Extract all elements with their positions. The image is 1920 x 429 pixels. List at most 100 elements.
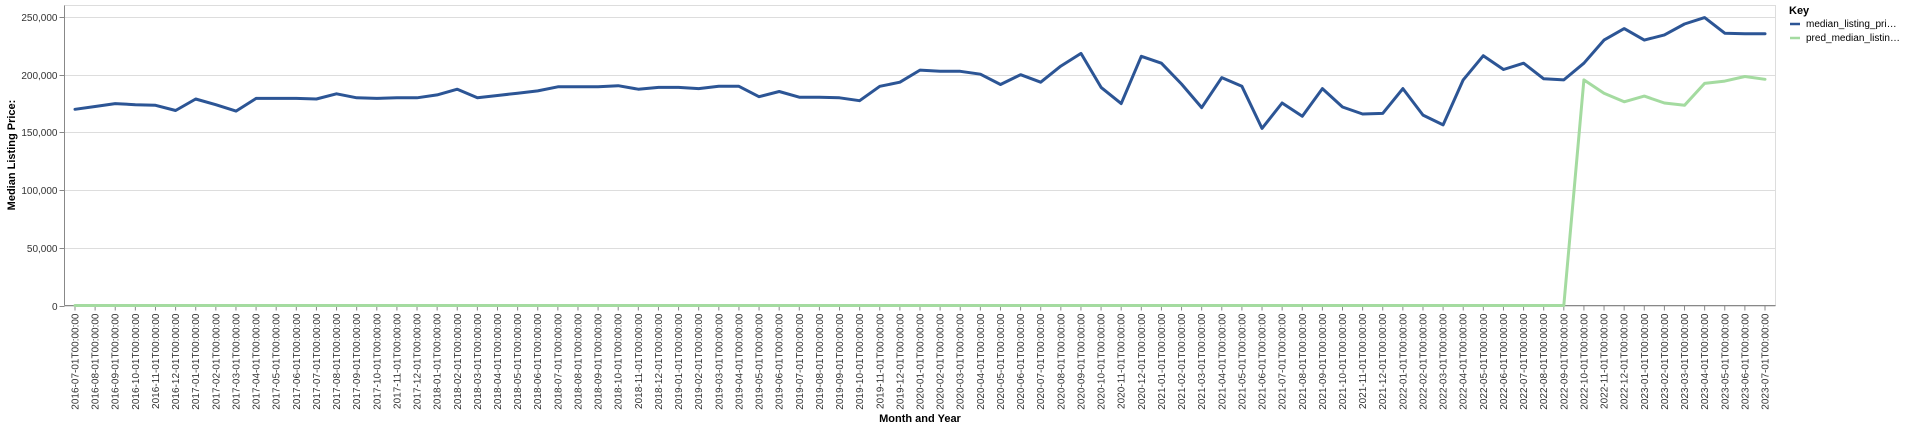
x-tick-label: 2019-03-01T00:00:00	[714, 313, 725, 410]
x-tick-label: 2019-09-01T00:00:00	[835, 313, 846, 410]
series-lines	[73, 16, 1767, 307]
x-tick-label: 2021-10-01T00:00:00	[1338, 313, 1349, 410]
grid	[64, 17, 1776, 307]
y-tick-label: 100,000	[21, 186, 58, 197]
x-tick-label: 2019-12-01T00:00:00	[895, 313, 906, 410]
x-tick-label: 2017-12-01T00:00:00	[413, 313, 424, 410]
series-line	[73, 75, 1767, 307]
x-tick-label: 2022-05-01T00:00:00	[1479, 313, 1490, 410]
x-tick-label: 2021-11-01T00:00:00	[1358, 313, 1369, 409]
x-tick-label: 2020-10-01T00:00:00	[1097, 313, 1108, 410]
x-tick-label: 2016-07-01T00:00:00	[71, 313, 82, 410]
legend-label: pred_median_listin…	[1806, 33, 1900, 44]
x-tick-label: 2017-04-01T00:00:00	[252, 313, 263, 410]
y-tick-label: 250,000	[21, 13, 58, 24]
y-axis-title: Median Listing Price:	[6, 100, 18, 211]
x-tick-label: 2018-03-01T00:00:00	[473, 313, 484, 410]
x-tick-label: 2019-05-01T00:00:00	[755, 313, 766, 410]
x-tick-label: 2018-07-01T00:00:00	[553, 313, 564, 410]
x-tick-label: 2020-07-01T00:00:00	[1036, 313, 1047, 410]
x-tick-label: 2022-03-01T00:00:00	[1439, 313, 1450, 410]
x-tick-label: 2019-01-01T00:00:00	[674, 313, 685, 410]
series-line	[73, 16, 1767, 130]
x-axis: 2016-07-01T00:00:00 2016-08-01T00:00:00 20…	[64, 305, 1776, 410]
x-tick-label: 2018-11-01T00:00:00	[634, 313, 645, 409]
x-tick-label: 2020-09-01T00:00:00	[1076, 313, 1087, 410]
x-tick-label: 2019-02-01T00:00:00	[694, 313, 705, 410]
plot-frame	[64, 5, 1776, 306]
x-tick-label: 2018-08-01T00:00:00	[573, 313, 584, 410]
x-tick-label: 2022-10-01T00:00:00	[1579, 313, 1590, 410]
x-tick-label: 2021-02-01T00:00:00	[1177, 313, 1188, 410]
x-tick-label: 2018-12-01T00:00:00	[654, 313, 665, 410]
y-tick-label: 200,000	[21, 71, 58, 82]
x-tick-label: 2022-07-01T00:00:00	[1519, 313, 1530, 410]
x-tick-label: 2017-01-01T00:00:00	[191, 313, 202, 410]
x-tick-label: 2022-02-01T00:00:00	[1418, 313, 1429, 410]
legend: Key median_listing_pri… pred_median_listi…	[1789, 5, 1900, 44]
x-tick-label: 2016-09-01T00:00:00	[111, 313, 122, 410]
x-tick-label: 2017-02-01T00:00:00	[211, 313, 222, 410]
x-tick-label: 2017-08-01T00:00:00	[332, 313, 343, 410]
x-tick-label: 2020-08-01T00:00:00	[1056, 313, 1067, 410]
x-tick-label: 2021-09-01T00:00:00	[1318, 313, 1329, 410]
x-tick-label: 2022-08-01T00:00:00	[1539, 313, 1550, 410]
x-tick-label: 2020-02-01T00:00:00	[936, 313, 947, 410]
x-tick-label: 2018-05-01T00:00:00	[513, 313, 524, 410]
x-axis-title: Month and Year	[879, 413, 961, 425]
x-tick-label: 2022-01-01T00:00:00	[1398, 313, 1409, 410]
x-tick-label: 2021-06-01T00:00:00	[1258, 313, 1269, 410]
x-tick-label: 2022-09-01T00:00:00	[1559, 313, 1570, 410]
x-tick-label: 2020-06-01T00:00:00	[1016, 313, 1027, 410]
x-tick-label: 2017-07-01T00:00:00	[312, 313, 323, 410]
x-tick-label: 2022-04-01T00:00:00	[1459, 313, 1470, 410]
x-tick-label: 2023-06-01T00:00:00	[1740, 313, 1751, 410]
x-tick-label: 2023-05-01T00:00:00	[1720, 313, 1731, 410]
x-tick-label: 2017-09-01T00:00:00	[352, 313, 363, 410]
x-tick-label: 2019-04-01T00:00:00	[734, 313, 745, 410]
x-tick-label: 2021-12-01T00:00:00	[1378, 313, 1389, 410]
x-tick-label: 2022-11-01T00:00:00	[1600, 313, 1611, 409]
x-tick-label: 2020-12-01T00:00:00	[1137, 313, 1148, 410]
x-tick-label: 2021-03-01T00:00:00	[1197, 313, 1208, 410]
x-tick-label: 2023-02-01T00:00:00	[1660, 313, 1671, 410]
x-tick-label: 2023-03-01T00:00:00	[1680, 313, 1691, 410]
x-tick-label: 2021-07-01T00:00:00	[1278, 313, 1289, 410]
x-tick-label: 2020-04-01T00:00:00	[976, 313, 987, 410]
legend-title: Key	[1789, 5, 1810, 17]
x-tick-label: 2017-03-01T00:00:00	[231, 313, 242, 410]
x-tick-label: 2023-01-01T00:00:00	[1640, 313, 1651, 410]
x-tick-label: 2019-08-01T00:00:00	[815, 313, 826, 410]
y-tick-label: 0	[52, 302, 58, 313]
x-tick-label: 2018-02-01T00:00:00	[453, 313, 464, 410]
x-tick-label: 2021-08-01T00:00:00	[1298, 313, 1309, 410]
x-tick-label: 2019-10-01T00:00:00	[855, 313, 866, 410]
x-tick-label: 2019-06-01T00:00:00	[775, 313, 786, 410]
x-tick-label: 2022-06-01T00:00:00	[1499, 313, 1510, 410]
x-tick-label: 2017-06-01T00:00:00	[292, 313, 303, 410]
x-tick-label: 2016-11-01T00:00:00	[151, 313, 162, 409]
x-tick-label: 2016-08-01T00:00:00	[91, 313, 102, 410]
x-tick-label: 2023-04-01T00:00:00	[1700, 313, 1711, 410]
x-tick-label: 2021-04-01T00:00:00	[1217, 313, 1228, 410]
x-tick-label: 2019-07-01T00:00:00	[795, 313, 806, 410]
y-axis: 0 50,000 100,000 150,000 200,000 250,000	[21, 5, 65, 313]
x-tick-label: 2017-11-01T00:00:00	[392, 313, 403, 409]
x-tick-label: 2018-04-01T00:00:00	[493, 313, 504, 410]
y-tick-label: 150,000	[21, 128, 58, 139]
x-tick-label: 2019-11-01T00:00:00	[875, 313, 886, 409]
x-tick-label: 2023-07-01T00:00:00	[1761, 313, 1772, 410]
x-tick-label: 2020-03-01T00:00:00	[956, 313, 967, 410]
x-tick-label: 2017-10-01T00:00:00	[372, 313, 383, 410]
legend-label: median_listing_pri…	[1806, 19, 1897, 30]
x-tick-label: 2017-05-01T00:00:00	[272, 313, 283, 410]
x-tick-label: 2018-09-01T00:00:00	[594, 313, 605, 410]
y-tick-label: 50,000	[27, 244, 58, 255]
x-tick-label: 2016-10-01T00:00:00	[131, 313, 142, 410]
x-tick-label: 2018-01-01T00:00:00	[433, 313, 444, 410]
x-tick-label: 2022-12-01T00:00:00	[1620, 313, 1631, 410]
x-tick-label: 2021-01-01T00:00:00	[1157, 313, 1168, 410]
x-tick-label: 2016-12-01T00:00:00	[171, 313, 182, 410]
x-tick-label: 2020-05-01T00:00:00	[996, 313, 1007, 410]
